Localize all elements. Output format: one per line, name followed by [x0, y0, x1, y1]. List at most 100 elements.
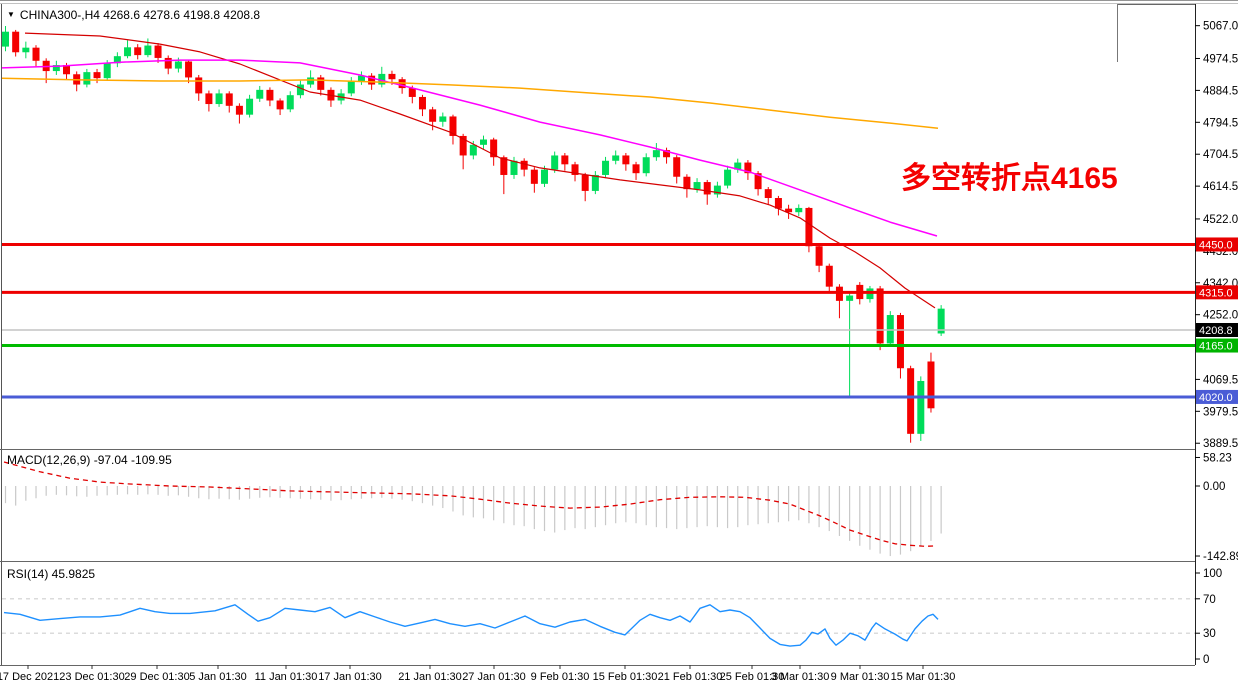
candlestick: [632, 164, 640, 174]
candlestick: [510, 160, 518, 175]
candlestick: [388, 73, 396, 80]
chart-annotation-text: 多空转折点4165: [901, 162, 1118, 195]
candlestick: [500, 157, 508, 175]
collapse-triangle-icon[interactable]: ▼: [7, 10, 15, 19]
candlestick: [357, 75, 365, 81]
candlestick: [296, 84, 304, 96]
macd-signal-line: [3, 461, 938, 547]
candlestick: [825, 265, 833, 287]
fast-red-ma: [24, 32, 936, 309]
candlestick: [439, 116, 447, 122]
rsi-axis-tick-label: 70: [1203, 594, 1216, 606]
candlestick: [937, 308, 945, 334]
candlestick: [195, 77, 203, 94]
rsi-axis-tick-label: 100: [1203, 568, 1222, 580]
candlestick: [378, 73, 386, 85]
candlestick: [93, 72, 101, 79]
candlestick: [724, 169, 732, 186]
candlestick: [663, 150, 671, 158]
candlestick: [32, 47, 40, 61]
price-marker: [1196, 323, 1238, 337]
y-axis-tick-label: 4884.5: [1203, 85, 1238, 97]
price-marker: [1196, 237, 1238, 252]
rsi-indicator-label: RSI(14) 45.9825: [7, 567, 96, 581]
symbol-ohlc-bar: ▼ CHINA300-,H4 4268.6 4278.6 4198.8 4208…: [7, 8, 260, 22]
candlestick: [134, 47, 142, 56]
candlestick: [205, 93, 213, 105]
x-axis-date-label: 27 Jan 01:30: [462, 671, 526, 683]
candlestick: [185, 61, 193, 78]
candlestick: [266, 89, 274, 101]
candlestick: [449, 116, 457, 136]
candlestick: [368, 75, 376, 85]
candlestick: [286, 95, 294, 110]
candlestick: [103, 63, 111, 79]
candlestick: [907, 368, 915, 434]
y-axis-tick-label: 5067.0: [1203, 21, 1238, 33]
candlestick: [144, 45, 152, 56]
candlestick: [530, 169, 538, 184]
x-axis-date-label: 21 Feb 01:30: [658, 671, 723, 683]
price-marker-label: 4315.0: [1199, 287, 1233, 299]
y-axis-tick-label: 4252.0: [1203, 310, 1238, 322]
candlestick: [713, 185, 721, 195]
candlestick: [754, 173, 762, 190]
candlestick: [551, 155, 559, 170]
candlestick: [561, 155, 569, 165]
y-axis-tick-label: 4522.0: [1203, 214, 1238, 226]
candlestick: [764, 189, 772, 199]
candlestick: [307, 77, 315, 85]
orange-ma: [1, 77, 939, 129]
x-axis-date-label: 15 Mar 01:30: [891, 671, 956, 683]
symbol-ohlc-text: CHINA300-,H4 4268.6 4278.6 4198.8 4208.8: [19, 8, 261, 22]
y-axis-tick-label: 4704.5: [1203, 149, 1238, 161]
candlestick: [418, 96, 426, 110]
candlestick: [429, 109, 437, 122]
candlestick: [83, 72, 91, 85]
y-axis-tick-label: 3979.5: [1203, 406, 1238, 418]
candlestick: [459, 135, 467, 156]
candlestick: [154, 45, 162, 58]
candlestick: [642, 157, 650, 174]
candlestick: [886, 315, 894, 344]
rsi-line: [3, 604, 939, 647]
candlestick: [256, 89, 264, 99]
price-marker-label: 4208.8: [1199, 325, 1233, 337]
candlestick: [795, 207, 803, 213]
candlestick: [113, 56, 121, 64]
candlestick: [347, 80, 355, 94]
candlestick: [652, 150, 660, 158]
candlestick: [12, 31, 20, 53]
candlestick: [703, 182, 711, 195]
rsi-axis-tick-label: 0: [1203, 654, 1209, 666]
candlestick: [896, 315, 904, 369]
candlestick: [2, 31, 9, 47]
y-axis-tick-label: 4794.5: [1203, 117, 1238, 129]
candlestick: [408, 88, 416, 97]
y-axis-tick-label: 4614.5: [1203, 181, 1238, 193]
candlestick: [602, 160, 610, 175]
x-axis-date-label: 11 Jan 01:30: [255, 671, 318, 683]
price-marker: [1196, 389, 1238, 404]
candlestick: [174, 61, 182, 69]
candlestick: [917, 380, 925, 434]
candlestick: [164, 57, 172, 69]
x-axis-date-label: 29 Dec 01:30: [124, 671, 189, 683]
candlestick: [52, 65, 60, 72]
x-axis-date-label: 23 Dec 01:30: [59, 671, 124, 683]
candlestick: [520, 160, 528, 170]
macd-axis-tick-label: 0.00: [1203, 481, 1225, 493]
candlestick: [63, 65, 71, 75]
candlestick: [805, 207, 813, 247]
candlestick: [225, 93, 233, 106]
candlestick: [22, 47, 30, 53]
candlestick: [479, 139, 487, 145]
candlestick: [927, 361, 935, 409]
candlestick: [774, 198, 782, 209]
x-axis-date-label: 5 Jan 01:30: [189, 671, 247, 683]
candlestick: [785, 208, 793, 213]
x-axis-date-label: 21 Jan 01:30: [398, 671, 462, 683]
price-marker-label: 4450.0: [1199, 239, 1233, 251]
